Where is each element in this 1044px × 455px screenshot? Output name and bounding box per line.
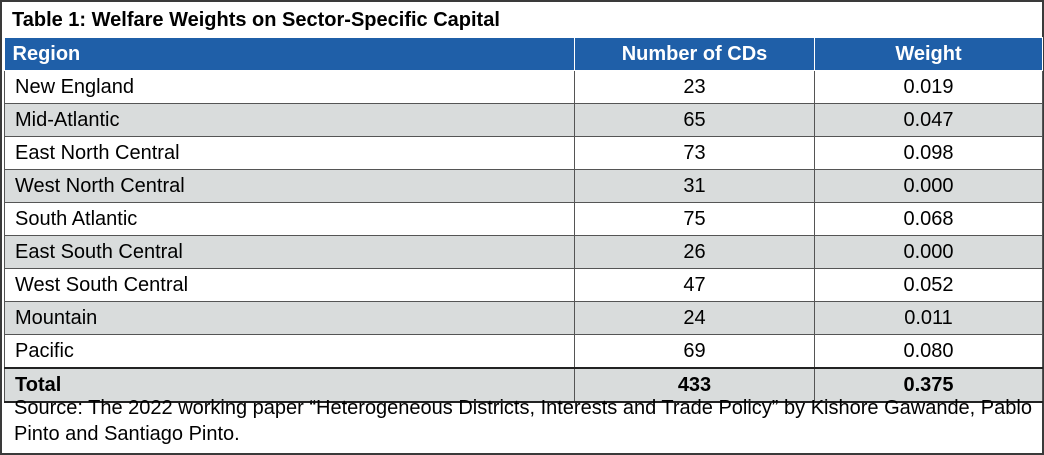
cell-region: Pacific [4,334,575,369]
cell-number-of-cds: 24 [574,301,815,335]
cell-number-of-cds: 65 [574,103,815,137]
cell-region: South Atlantic [4,202,575,236]
cell-number-of-cds: 69 [574,334,815,369]
table-row: South Atlantic 75 0.068 [4,202,1043,236]
table-row: East South Central 26 0.000 [4,235,1043,269]
cell-weight: 0.000 [814,169,1043,203]
table-row: New England 23 0.019 [4,70,1043,104]
cell-region: Mountain [4,301,575,335]
cell-weight: 0.011 [814,301,1043,335]
cell-number-of-cds: 23 [574,70,815,104]
cell-number-of-cds: 47 [574,268,815,302]
cell-region: New England [4,70,575,104]
total-label: Total [4,367,575,403]
header-weight: Weight [814,37,1043,71]
cell-weight: 0.098 [814,136,1043,170]
cell-number-of-cds: 75 [574,202,815,236]
cell-weight: 0.019 [814,70,1043,104]
cell-weight: 0.000 [814,235,1043,269]
total-weight: 0.375 [814,367,1043,403]
cell-weight: 0.052 [814,268,1043,302]
cell-region: West North Central [4,169,575,203]
cell-number-of-cds: 26 [574,235,815,269]
table-row: West South Central 47 0.052 [4,268,1043,302]
source-note: Source: The 2022 working paper “Heteroge… [14,397,1032,445]
cell-weight: 0.068 [814,202,1043,236]
cell-region: East South Central [4,235,575,269]
cell-weight: 0.080 [814,334,1043,369]
table-row: Mountain 24 0.011 [4,301,1043,335]
header-region: Region [4,37,575,71]
cell-region: Mid-Atlantic [4,103,575,137]
table-row: Mid-Atlantic 65 0.047 [4,103,1043,137]
cell-region: West South Central [4,268,575,302]
table-row: Pacific 69 0.080 [4,334,1043,369]
cell-number-of-cds: 73 [574,136,815,170]
table-row: East North Central 73 0.098 [4,136,1043,170]
cell-region: East North Central [4,136,575,170]
table-title: Table 1: Welfare Weights on Sector-Speci… [12,9,500,31]
cell-number-of-cds: 31 [574,169,815,203]
welfare-weights-table: Region Number of CDs Weight New England … [4,37,1043,403]
header-number-of-cds: Number of CDs [574,37,815,71]
cell-weight: 0.047 [814,103,1043,137]
total-row: Total 433 0.375 [4,367,1043,403]
table-row: West North Central 31 0.000 [4,169,1043,203]
header-row: Region Number of CDs Weight [4,37,1043,71]
